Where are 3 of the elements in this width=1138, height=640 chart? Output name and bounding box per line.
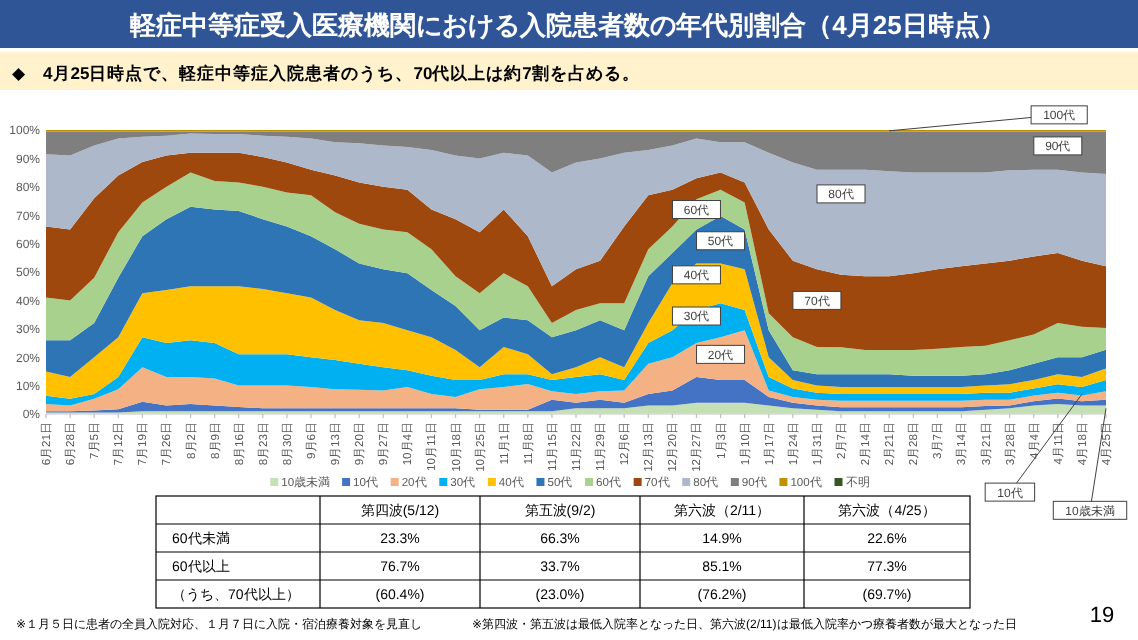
text: 19 [1089, 604, 1115, 628]
chart-title: 軽症中等症受入医療機関における入院患者数の年代別割合（4月25日時点） [128, 10, 1006, 40]
chart-subtitle: ◆ 4月25日時点で、軽症中等症入院患者のうち、70代以上は約7割を占める。 [12, 63, 640, 83]
